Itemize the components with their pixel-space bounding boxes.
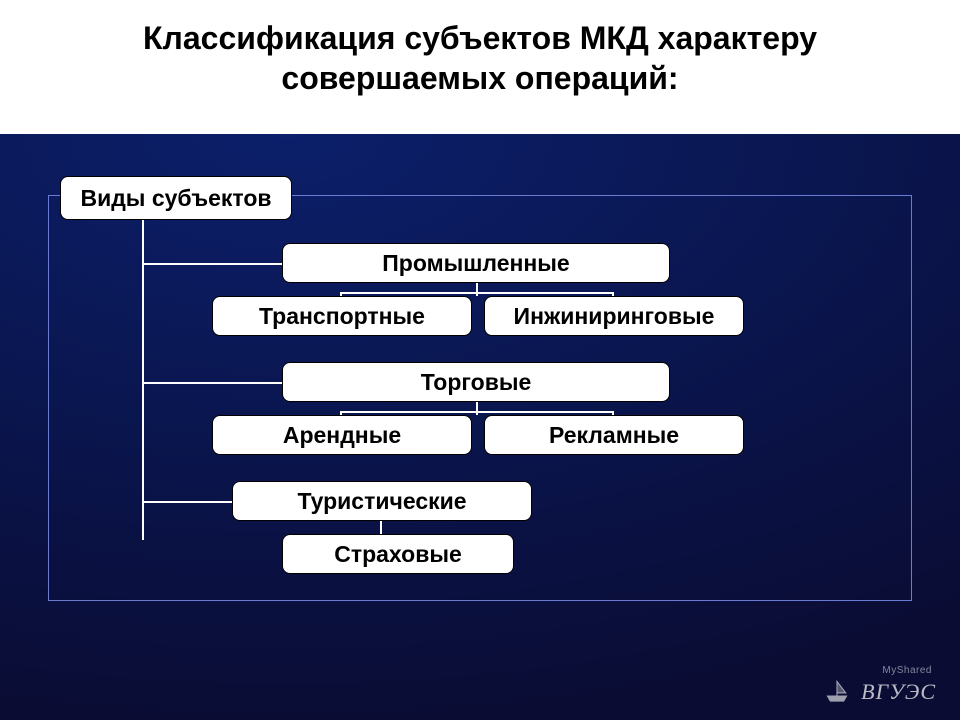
- node-tourism: Туристические: [232, 481, 532, 521]
- logo-text: ВГУЭС: [861, 679, 936, 705]
- slide-title: Классификация субъектов МКД характеру со…: [40, 18, 920, 98]
- node-rental: Арендные: [212, 415, 472, 455]
- title-area: Классификация субъектов МКД характеру со…: [0, 0, 960, 108]
- connector: [476, 283, 478, 296]
- ship-icon: [823, 678, 851, 706]
- connector: [340, 411, 614, 413]
- node-transport: Транспортные: [212, 296, 472, 336]
- connector: [476, 402, 478, 415]
- content-area: Виды субъектов Промышленные Транспортные Ин…: [0, 134, 960, 720]
- connector: [380, 521, 382, 534]
- connector: [142, 501, 232, 503]
- node-insurance: Страховые: [282, 534, 514, 574]
- connector: [142, 220, 144, 540]
- node-trade: Торговые: [282, 362, 670, 402]
- credit-watermark: MyShared: [882, 665, 932, 676]
- logo-watermark: ВГУЭС: [823, 678, 936, 706]
- slide: Классификация субъектов МКД характеру со…: [0, 0, 960, 720]
- node-advertising: Рекламные: [484, 415, 744, 455]
- node-root: Виды субъектов: [60, 176, 292, 220]
- connector: [142, 382, 282, 384]
- node-engineering: Инжиниринговые: [484, 296, 744, 336]
- connector: [340, 292, 614, 294]
- node-industrial: Промышленные: [282, 243, 670, 283]
- connector: [142, 263, 282, 265]
